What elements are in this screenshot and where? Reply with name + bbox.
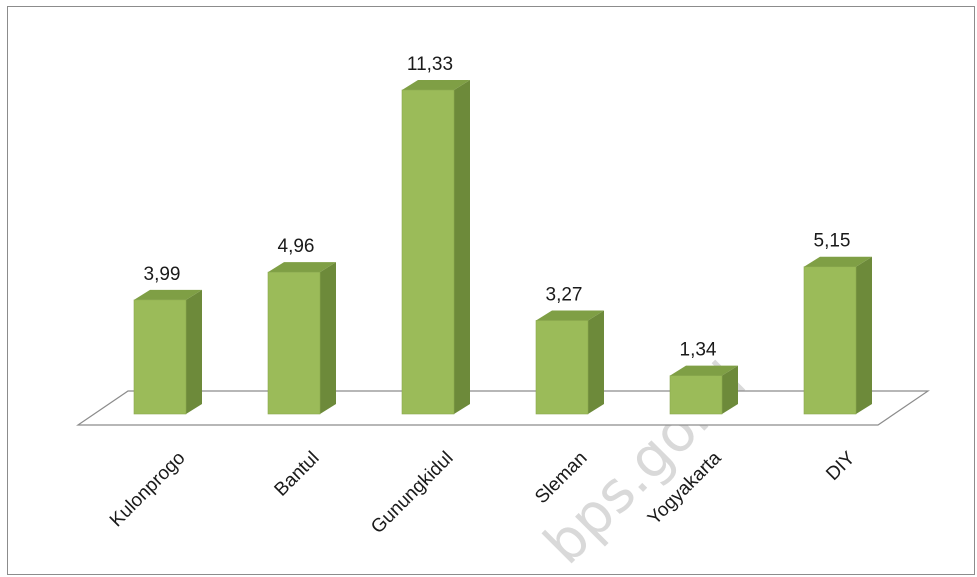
- bar-top-0: [134, 289, 202, 300]
- value-label-1: 4,96: [278, 236, 315, 257]
- value-label-3: 3,27: [546, 284, 583, 305]
- category-label-2: Gunungkidul: [367, 448, 457, 538]
- value-label-0: 3,99: [144, 264, 181, 285]
- bar-top-5: [804, 256, 872, 267]
- bar-side-5: [856, 256, 872, 414]
- bar-top-4: [670, 365, 738, 376]
- bar-side-1: [320, 262, 336, 414]
- category-label-0: Kulonprogo: [106, 448, 190, 532]
- value-label-2: 11,33: [407, 54, 453, 75]
- bar-top-3: [536, 310, 604, 321]
- category-label-1: Bantul: [271, 448, 324, 501]
- bar-side-0: [186, 289, 202, 414]
- bar-2: [401, 89, 455, 415]
- bar-4: [669, 375, 723, 415]
- value-label-4: 1,34: [680, 340, 717, 361]
- value-label-5: 5,15: [814, 231, 851, 252]
- chart-floor: [76, 390, 930, 426]
- chart-frame: bps.go.id 3,99 4,96 11,33 3,27 1,34 5,15 Kulo…: [7, 6, 975, 576]
- bar-side-3: [588, 310, 604, 414]
- category-label-5: DIY: [822, 447, 859, 484]
- bar-top-1: [268, 262, 336, 273]
- bar-top-2: [402, 79, 470, 90]
- bar-0: [133, 299, 187, 415]
- bar-side-2: [454, 79, 470, 414]
- bar-3: [535, 320, 589, 415]
- bar-1: [267, 271, 321, 415]
- bar-side-4: [722, 365, 738, 414]
- bar-5: [803, 266, 857, 415]
